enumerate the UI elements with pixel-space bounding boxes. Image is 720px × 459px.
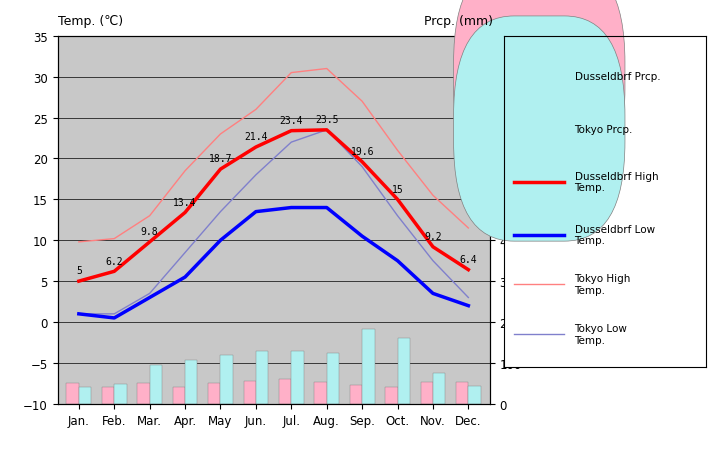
Bar bbox=[185, 360, 197, 404]
Bar bbox=[350, 385, 362, 404]
Text: 18.7: 18.7 bbox=[209, 154, 233, 164]
Text: 15: 15 bbox=[392, 184, 403, 194]
Bar bbox=[420, 382, 433, 404]
Text: 6.4: 6.4 bbox=[459, 254, 477, 264]
Bar bbox=[102, 387, 114, 404]
FancyBboxPatch shape bbox=[454, 0, 625, 189]
Bar bbox=[327, 353, 339, 404]
Bar bbox=[279, 380, 292, 404]
Text: 9.2: 9.2 bbox=[424, 231, 442, 241]
Bar bbox=[433, 373, 446, 404]
Bar bbox=[66, 383, 79, 404]
Text: Temp. (℃): Temp. (℃) bbox=[58, 15, 122, 28]
Bar bbox=[292, 352, 304, 404]
Text: Dusseldbrf Low
Temp.: Dusseldbrf Low Temp. bbox=[575, 224, 654, 246]
Bar bbox=[315, 382, 327, 404]
Bar bbox=[220, 355, 233, 404]
Text: 5: 5 bbox=[76, 266, 82, 276]
Bar bbox=[243, 381, 256, 404]
Text: Dusseldbrf Prcp.: Dusseldbrf Prcp. bbox=[575, 72, 660, 81]
Text: 21.4: 21.4 bbox=[244, 132, 268, 142]
Bar bbox=[362, 329, 374, 404]
Bar bbox=[138, 383, 150, 404]
Bar bbox=[456, 382, 468, 404]
Text: 19.6: 19.6 bbox=[351, 147, 374, 157]
Text: 23.5: 23.5 bbox=[315, 115, 338, 125]
Text: Prcp. (mm): Prcp. (mm) bbox=[424, 15, 493, 28]
Text: Tokyo Low
Temp.: Tokyo Low Temp. bbox=[575, 324, 627, 345]
Text: 6.2: 6.2 bbox=[105, 256, 123, 266]
Bar bbox=[208, 383, 220, 404]
Text: Tokyo High
Temp.: Tokyo High Temp. bbox=[575, 274, 631, 295]
Bar bbox=[385, 387, 397, 404]
Text: 9.8: 9.8 bbox=[141, 227, 158, 237]
Bar bbox=[173, 387, 185, 404]
Bar bbox=[79, 387, 91, 404]
Bar bbox=[114, 384, 127, 404]
Text: Tokyo Prcp.: Tokyo Prcp. bbox=[575, 124, 633, 134]
Bar bbox=[256, 352, 269, 404]
Bar bbox=[468, 386, 481, 404]
Text: 23.4: 23.4 bbox=[279, 116, 303, 126]
Text: 13.4: 13.4 bbox=[174, 197, 197, 207]
FancyBboxPatch shape bbox=[454, 17, 625, 241]
Text: Dusseldbrf High
Temp.: Dusseldbrf High Temp. bbox=[575, 171, 658, 193]
Bar bbox=[397, 339, 410, 404]
Bar bbox=[150, 365, 162, 404]
